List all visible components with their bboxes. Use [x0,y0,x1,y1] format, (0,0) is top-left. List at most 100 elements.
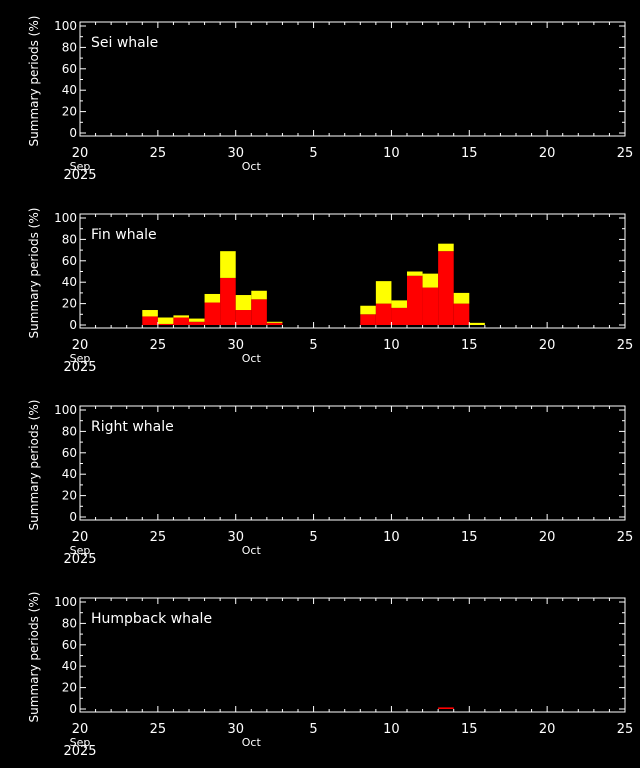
bar-segment [173,315,189,318]
bar-segment [173,317,189,325]
bar-segment [204,302,221,325]
x-tick-label: 20 [72,722,89,737]
y-tick-label: 80 [62,616,77,630]
x-tick-label: 25 [150,530,167,545]
bar-segment [375,303,392,325]
y-tick-label: 60 [62,446,77,460]
x-tick-label: 10 [383,338,400,353]
y-tick-label: 0 [69,126,77,140]
y-tick-label: 0 [69,318,77,332]
x-tick-label: 15 [461,722,478,737]
y-tick-label: 40 [62,275,77,289]
month-label-oct: Oct [242,736,262,749]
bar-segment [251,299,267,325]
x-tick-label: 30 [227,338,244,353]
bar-segment [375,281,392,304]
chart-title: Fin whale [91,227,157,243]
y-tick-label: 80 [62,40,77,54]
y-tick-label: 100 [54,19,77,33]
y-tick-label: 100 [54,211,77,225]
bar-segment [360,305,376,315]
y-tick-label: 60 [62,638,77,652]
y-tick-label: 60 [62,62,77,76]
x-tick-label: 15 [461,530,478,545]
year-label: 2025 [63,552,96,567]
y-axis-label: Summary periods (%) [27,16,41,147]
bar-segment [142,310,158,317]
x-tick-label: 25 [617,722,634,737]
x-tick-label: 10 [383,146,400,161]
plot-frame [79,21,626,137]
bar-segment [360,314,376,325]
bar-segment [422,273,439,288]
chart-title: Right whale [91,419,174,435]
chart-title: Humpback whale [91,611,212,627]
plot-frame [79,213,626,329]
y-tick-label: 20 [62,105,77,119]
x-tick-label: 20 [539,146,556,161]
y-tick-label: 20 [62,681,77,695]
x-tick-label: 25 [617,146,634,161]
x-tick-label: 20 [72,146,89,161]
bar-segment [391,307,407,325]
x-tick-label: 20 [72,530,89,545]
x-tick-label: 15 [461,146,478,161]
month-label-sep: Sep [70,160,91,173]
month-label-sep: Sep [70,352,91,365]
x-tick-label: 25 [150,146,167,161]
bar-segment [438,243,454,252]
y-tick-label: 0 [69,510,77,524]
x-tick-label: 5 [309,338,317,353]
x-tick-label: 20 [539,338,556,353]
bar-segment [189,321,205,325]
x-tick-label: 20 [72,338,89,353]
bar-segment [407,271,423,276]
x-tick-label: 5 [309,146,317,161]
x-tick-label: 5 [309,722,317,737]
y-tick-label: 80 [62,424,77,438]
x-tick-label: 30 [227,722,244,737]
x-tick-label: 25 [617,530,634,545]
bar-segment [142,316,158,325]
x-tick-label: 10 [383,722,400,737]
bar-segment [266,321,283,323]
bar-segment [220,277,236,325]
x-tick-label: 5 [309,530,317,545]
bar-segment [438,251,454,325]
y-axis-label: Summary periods (%) [27,592,41,723]
month-label-oct: Oct [242,160,262,173]
y-tick-label: 0 [69,702,77,716]
x-tick-label: 25 [150,338,167,353]
y-tick-label: 60 [62,254,77,268]
month-label-sep: Sep [70,736,91,749]
x-tick-label: 15 [461,338,478,353]
bar-segment [251,290,267,300]
chart-title: Sei whale [91,35,158,51]
bar-segment [189,318,205,322]
x-tick-label: 25 [617,338,634,353]
month-label-sep: Sep [70,544,91,557]
x-tick-label: 10 [383,530,400,545]
bar-segment [157,317,174,324]
y-axis-label: Summary periods (%) [27,400,41,531]
bar-segment [220,251,236,278]
bar-segment [438,707,454,709]
y-tick-label: 100 [54,595,77,609]
year-label: 2025 [63,360,96,375]
bar-segment [391,300,407,308]
y-tick-label: 40 [62,467,77,481]
bar-segment [453,292,470,304]
x-tick-label: 25 [150,722,167,737]
y-tick-label: 20 [62,489,77,503]
bar-segment [453,303,470,325]
bar-segment [266,322,283,325]
bar-segment [157,323,174,325]
y-tick-label: 100 [54,403,77,417]
y-tick-label: 40 [62,83,77,97]
y-tick-label: 80 [62,232,77,246]
y-axis-label: Summary periods (%) [27,208,41,339]
y-tick-label: 40 [62,659,77,673]
bar-segment [422,287,439,325]
